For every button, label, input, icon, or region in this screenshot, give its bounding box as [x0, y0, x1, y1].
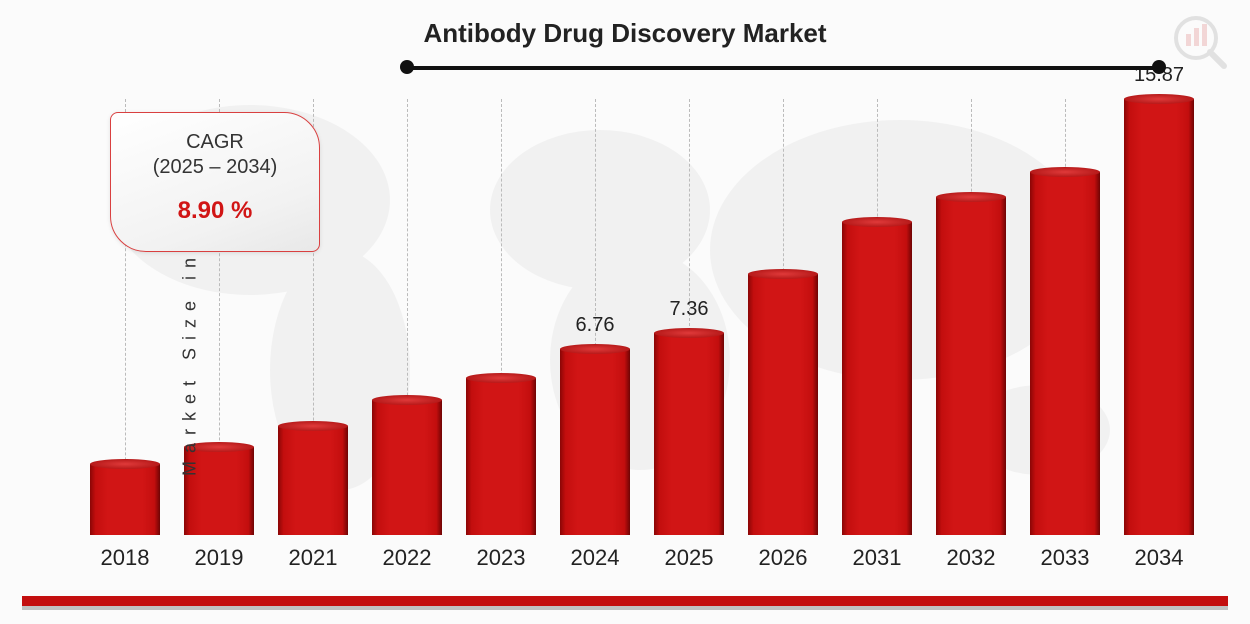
bar-top [936, 192, 1006, 202]
x-tick-label: 2025 [644, 545, 734, 571]
bar-top [372, 395, 442, 405]
x-tick-label: 2026 [738, 545, 828, 571]
x-tick-label: 2033 [1020, 545, 1110, 571]
span-cap-left [400, 60, 414, 74]
bar-top [748, 269, 818, 279]
bar-top [842, 217, 912, 227]
bar [278, 426, 348, 535]
bar-top [90, 459, 160, 469]
x-axis: 2018201920212022202320242025202620312032… [90, 545, 1210, 575]
cagr-value: 8.90 % [111, 197, 319, 225]
x-tick-label: 2024 [550, 545, 640, 571]
span-line [407, 66, 1159, 70]
cagr-label: CAGR [111, 131, 319, 154]
bar-top [560, 344, 630, 354]
span-cap-right [1152, 60, 1166, 74]
bar-top [278, 421, 348, 431]
bar [90, 464, 160, 536]
bar [560, 349, 630, 535]
x-tick-label: 2034 [1114, 545, 1204, 571]
bar-top [654, 328, 724, 338]
x-tick-label: 2021 [268, 545, 358, 571]
cagr-callout: CAGR (2025 – 2034) 8.90 % [110, 112, 320, 252]
bar-value-label: 7.36 [644, 298, 734, 321]
bar [936, 197, 1006, 535]
bar [372, 400, 442, 535]
x-tick-label: 2031 [832, 545, 922, 571]
footer-accent-shadow [22, 606, 1228, 610]
x-tick-label: 2018 [80, 545, 170, 571]
x-tick-label: 2022 [362, 545, 452, 571]
bar [654, 333, 724, 535]
bar-top [1124, 94, 1194, 104]
bar-value-label: 6.76 [550, 314, 640, 337]
bar [748, 274, 818, 535]
bar-top [1030, 167, 1100, 177]
footer-accent-bar [22, 596, 1228, 606]
bar-top [466, 373, 536, 383]
x-tick-label: 2019 [174, 545, 264, 571]
bar [1124, 99, 1194, 535]
watermark-logo-icon [1172, 14, 1228, 70]
cagr-period: (2025 – 2034) [111, 156, 319, 179]
chart-title: Antibody Drug Discovery Market [0, 18, 1250, 49]
bar [466, 378, 536, 535]
x-tick-label: 2023 [456, 545, 546, 571]
bar [1030, 172, 1100, 535]
bar [842, 222, 912, 536]
x-tick-label: 2032 [926, 545, 1016, 571]
